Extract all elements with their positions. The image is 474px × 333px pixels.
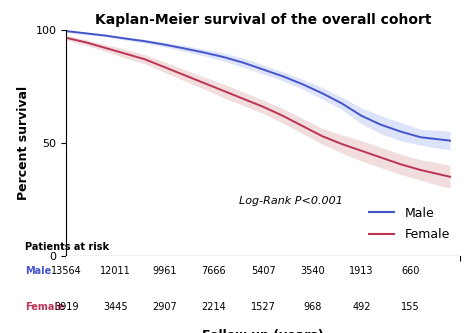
Text: 9961: 9961 [153,266,177,276]
Legend: Male, Female: Male, Female [365,203,454,245]
Text: 1913: 1913 [349,266,374,276]
Text: 2907: 2907 [152,302,177,312]
Y-axis label: Percent survival: Percent survival [17,86,30,200]
Text: 155: 155 [401,302,420,312]
Text: 7666: 7666 [201,266,226,276]
Text: 968: 968 [303,302,321,312]
Text: 1527: 1527 [251,302,275,312]
Text: 3540: 3540 [300,266,325,276]
Text: Log-Rank P<0.001: Log-Rank P<0.001 [239,196,343,206]
Text: 3919: 3919 [54,302,79,312]
Text: Patients at risk: Patients at risk [25,242,109,252]
Text: 3445: 3445 [103,302,128,312]
Text: Male: Male [25,266,51,276]
Title: Kaplan-Meier survival of the overall cohort: Kaplan-Meier survival of the overall coh… [95,13,431,27]
Text: 2214: 2214 [201,302,226,312]
Text: 13564: 13564 [51,266,82,276]
Text: 12011: 12011 [100,266,131,276]
Text: 492: 492 [352,302,371,312]
Text: 660: 660 [401,266,420,276]
Text: 5407: 5407 [251,266,275,276]
Text: Female: Female [25,302,64,312]
X-axis label: Follow up (years): Follow up (years) [202,329,324,333]
